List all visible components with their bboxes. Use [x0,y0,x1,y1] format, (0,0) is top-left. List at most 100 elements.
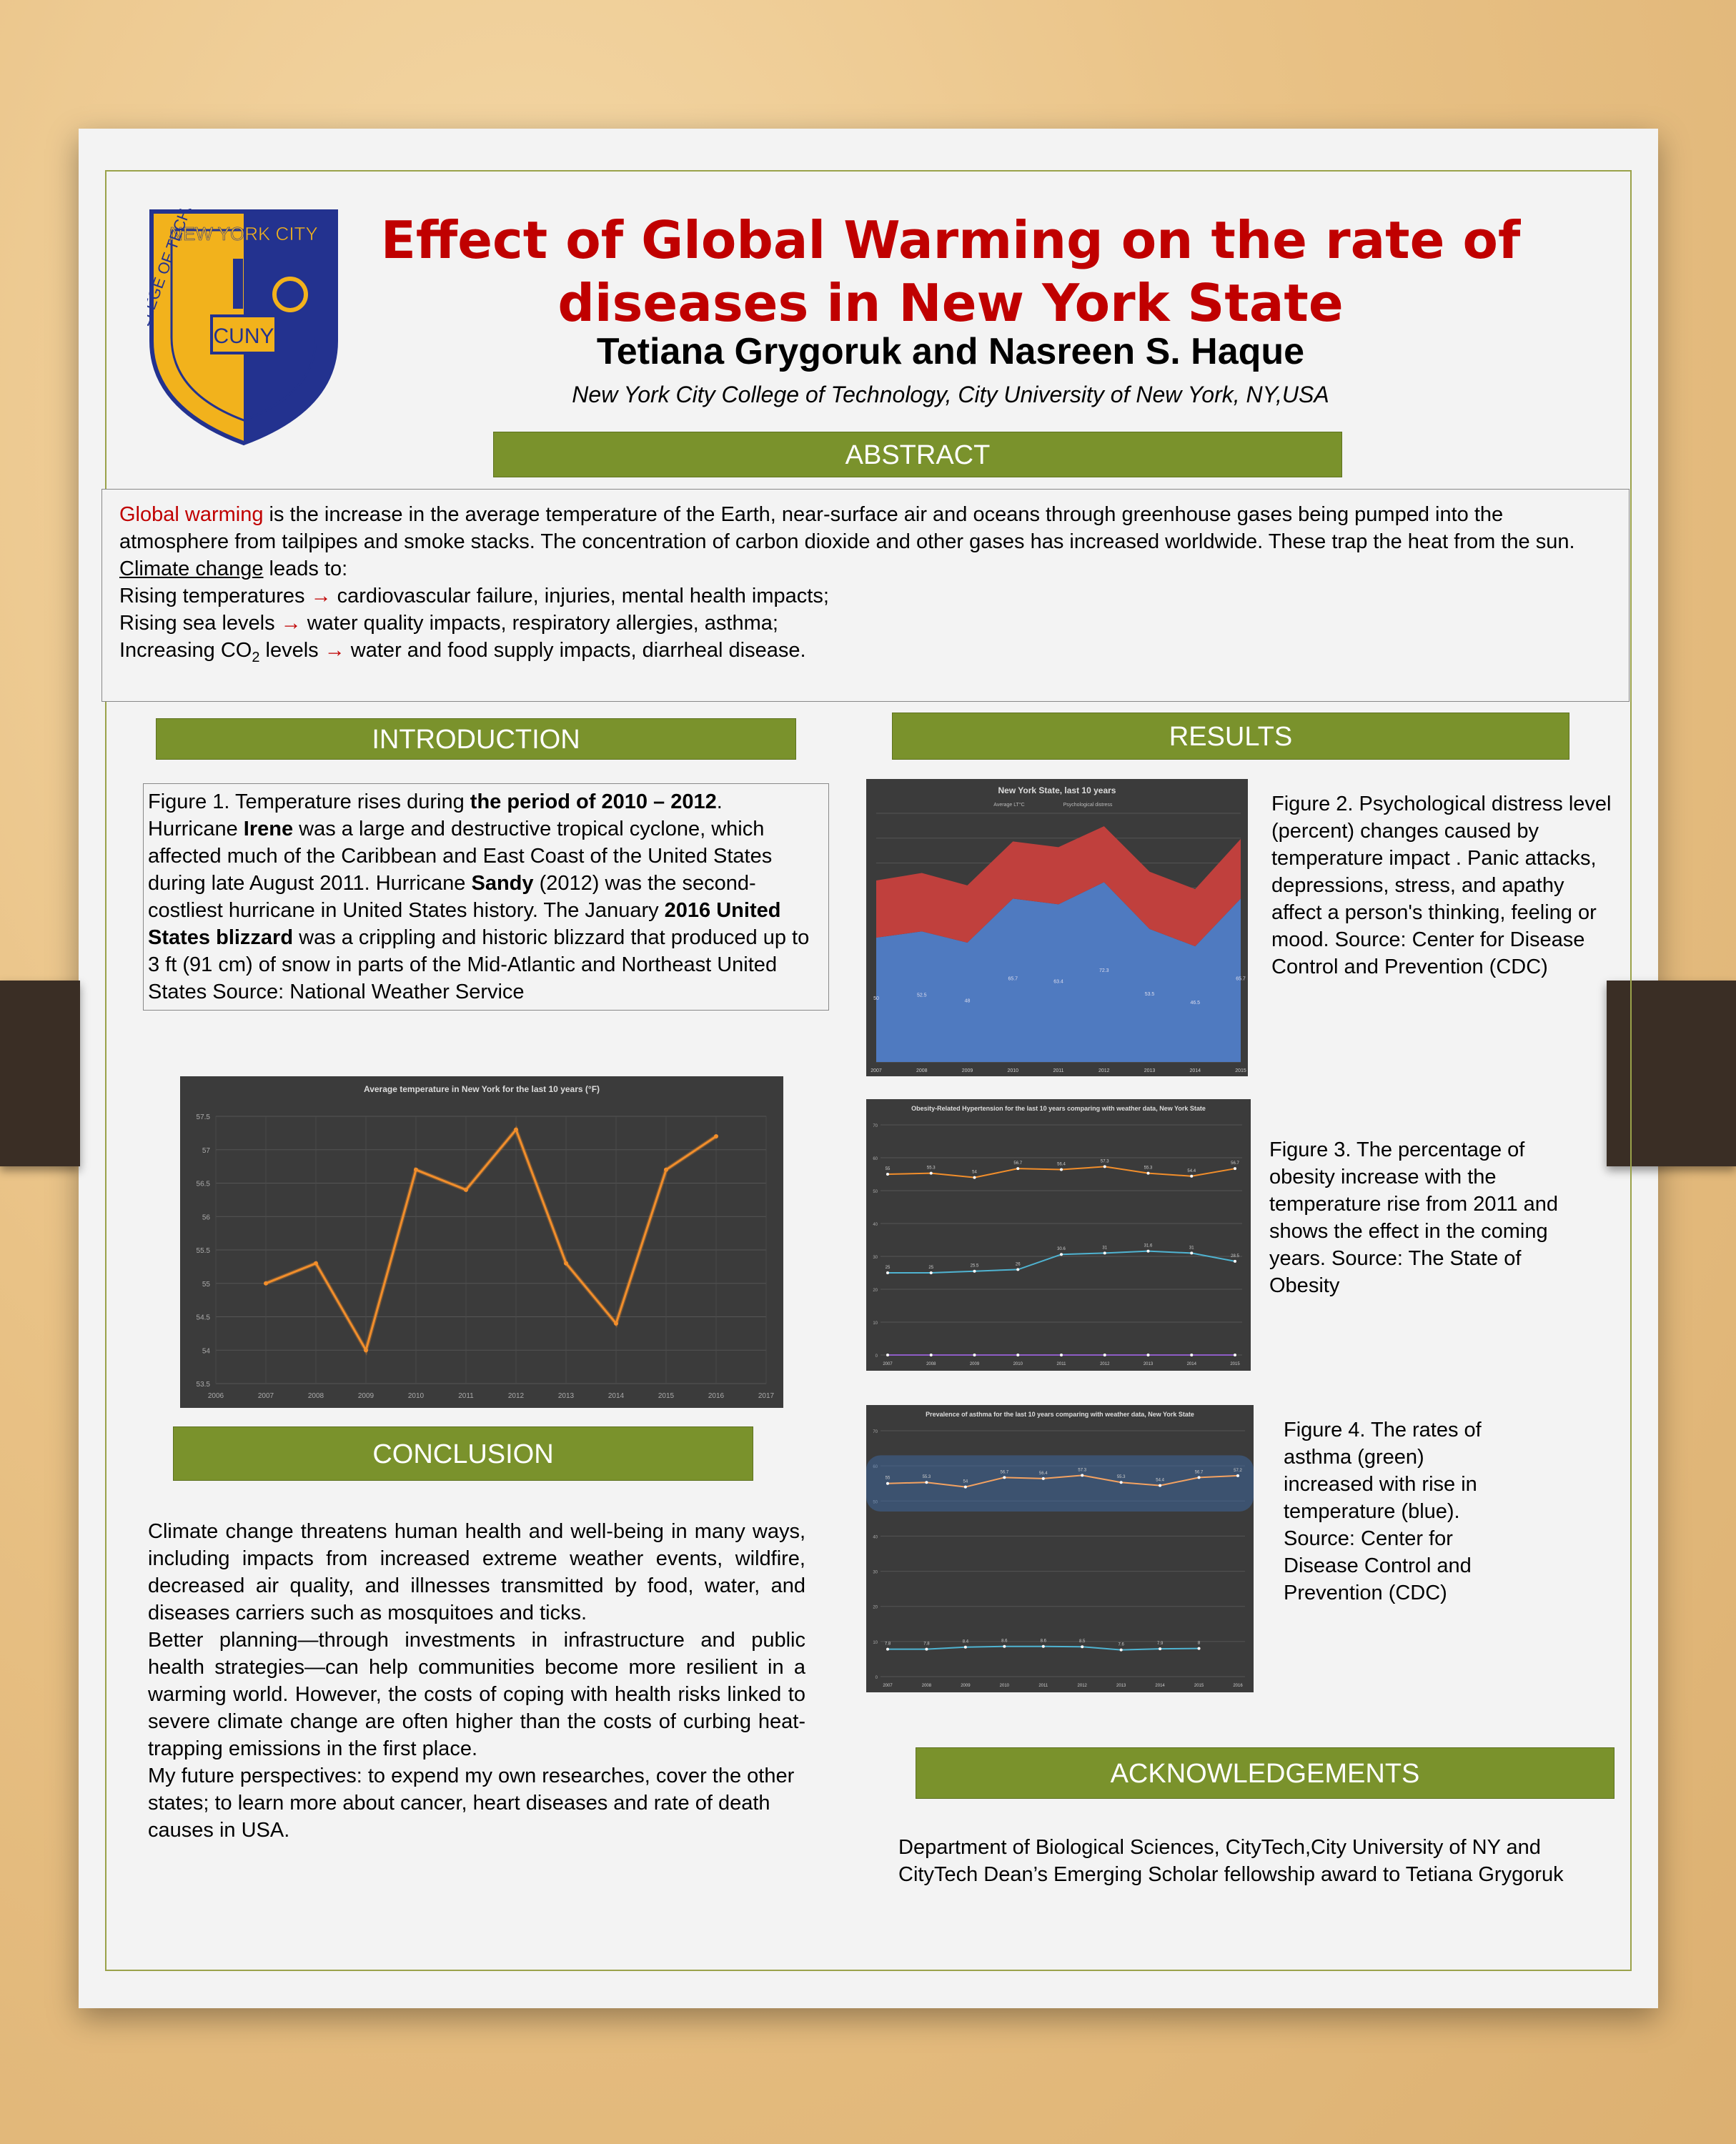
data-label: 7.6 [1118,1643,1124,1647]
abstract-item-2: Rising sea levels → water quality impact… [119,612,778,635]
data-label: 57.2 [1234,1469,1242,1473]
y-tick-label: 60 [873,1465,878,1469]
x-tick-label: 2011 [458,1392,474,1400]
data-label: 7.9 [1157,1642,1164,1646]
x-tick-label: 2011 [1057,1362,1067,1366]
data-label: 8 [1198,1642,1201,1646]
x-tick-label: 2017 [758,1392,775,1400]
x-tick-label: 2013 [1144,1068,1156,1073]
data-point [1119,1648,1123,1652]
data-point [1016,1167,1020,1171]
data-point [614,1321,618,1326]
intro-figure1-caption: Figure 1. Temperature rises during the p… [148,790,723,813]
data-label: 55 [886,1477,891,1481]
chart-title: Obesity-Related Hypertension for the las… [911,1105,1206,1112]
area-psych-distress [876,826,1241,947]
data-point [963,1645,967,1649]
data-point [1159,1647,1162,1651]
data-label: 56.4 [1057,1163,1066,1167]
abstract-definition: Global warming is the increase in the av… [119,501,1612,555]
x-tick-label: 2013 [558,1392,575,1400]
data-label: 48 [965,998,971,1003]
y-tick-label: 30 [873,1256,878,1260]
data-label: 31.6 [1144,1244,1153,1249]
data-point [1197,1647,1201,1650]
data-point [973,1176,976,1179]
y-tick-label: 57 [202,1147,211,1155]
data-point [1197,1476,1201,1479]
y-tick-label: 53.5 [197,1381,211,1389]
climate-change-term: Climate change [119,557,264,580]
data-label: 56.7 [1195,1470,1204,1474]
data-point [1234,1167,1236,1171]
figure3-svg: Obesity-Related Hypertension for the las… [873,1105,1242,1366]
data-point [1003,1476,1006,1479]
x-tick-label: 2009 [961,1684,971,1688]
data-label: 8.4 [963,1640,969,1644]
data-label: 54.4 [1187,1169,1196,1173]
data-point [514,1127,518,1132]
y-tick-label: 10 [873,1321,878,1326]
abstract-banner: ABSTRACT [493,432,1342,477]
data-label: 54.4 [1156,1479,1164,1483]
data-label: 7.8 [923,1642,930,1647]
series-line-temperature [887,1474,1239,1488]
data-label: 54 [963,1480,968,1484]
data-point [314,1261,318,1266]
y-tick-label: 30 [873,1571,878,1575]
data-label: 30.6 [1057,1247,1066,1251]
climate-change-line: Climate change leads to: [119,557,348,580]
college-logo: CUNY NEW YORK CITY COLLEGE OF TECHNOLOGY [147,209,338,446]
y-tick-label: 50 [873,1500,878,1504]
data-point [1016,1354,1020,1356]
data-point [925,1647,928,1651]
data-point [364,1348,368,1353]
data-point [929,1271,933,1274]
x-tick-label: 2012 [1098,1068,1110,1073]
data-point [1146,1354,1150,1356]
acknowledgements-banner: ACKNOWLEDGEMENTS [916,1747,1615,1799]
conclusion-paragraph-2: Better planning—through investments in i… [148,1629,805,1760]
x-tick-label: 2014 [608,1392,625,1400]
data-point [1060,1168,1063,1171]
data-point [925,1481,928,1484]
data-label: 57.3 [1101,1159,1109,1163]
x-tick-label: 2016 [708,1392,725,1400]
x-tick-label: 2013 [1144,1362,1154,1366]
data-point [973,1354,976,1356]
data-point [1103,1165,1106,1168]
abstract-box: Global warming is the increase in the av… [101,489,1630,702]
data-label: 28.5 [1231,1254,1239,1259]
x-tick-label: 2007 [883,1362,893,1366]
conclusion-paragraph-1: Climate change threatens human health an… [148,1520,805,1624]
data-label: 26 [1016,1262,1021,1266]
data-point [1103,1354,1106,1356]
data-point [886,1271,889,1274]
chart-title: New York State, last 10 years [998,785,1116,795]
data-point [929,1354,933,1356]
data-point [464,1187,468,1192]
data-label: 46.5 [1190,1001,1200,1006]
data-label: 55.3 [1117,1475,1126,1479]
legend-entry: Average LT°C [993,802,1024,808]
data-label: 8.6 [1041,1639,1047,1644]
title-line-1: Effect of Global Warming on the rate of [380,210,1521,270]
data-label: 7.8 [885,1642,891,1647]
data-label: 57.3 [1078,1468,1086,1472]
y-tick-label: 40 [873,1535,878,1539]
introduction-box: Figure 1. Temperature rises during the p… [143,783,829,1011]
figure2-svg: New York State, last 10 years Average LT°… [871,785,1246,1073]
data-label: 25.5 [971,1264,979,1269]
abstract-lead-rest: is the increase in the average temperatu… [119,503,1575,553]
data-point [264,1281,268,1286]
figure3-chart: Obesity-Related Hypertension for the las… [866,1099,1251,1371]
x-tick-label: 2010 [1000,1684,1010,1688]
binder-clip-left [0,981,80,1166]
data-point [963,1485,967,1489]
introduction-banner: INTRODUCTION [156,718,796,760]
logo-center-text: CUNY [213,324,274,348]
y-tick-label: 54.5 [197,1314,211,1322]
figure1-chart: Average temperature in New York for the … [180,1076,783,1408]
y-tick-label: 0 [876,1676,878,1680]
chart-title: Prevalence of asthma for the last 10 yea… [926,1411,1194,1418]
